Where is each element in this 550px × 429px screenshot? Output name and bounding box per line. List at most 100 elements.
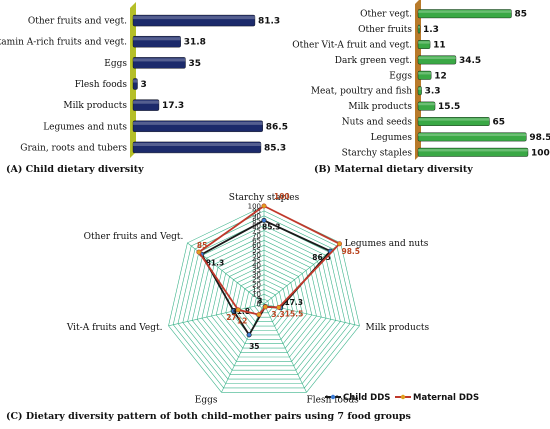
panel-c-radar-chart: 1009590858075706560555045403530252015105… — [66, 192, 430, 405]
radar-value-label: 85 — [197, 241, 207, 250]
maternal-bar — [417, 147, 529, 157]
radar-tick-label: 100 — [248, 203, 261, 211]
radar-value-label: 15.5 — [285, 309, 304, 318]
maternal-bar-highlight — [418, 149, 528, 152]
child-category-label: Milk products — [63, 101, 127, 111]
child-bar — [132, 141, 262, 154]
radar-tick-label: 55 — [252, 247, 261, 255]
radar-tick-label: 90 — [252, 212, 261, 220]
radar-tick-label: 80 — [252, 222, 261, 230]
child-bar-highlight — [133, 58, 186, 62]
radar-value-label: 35 — [249, 342, 259, 351]
panel-a-child-bar-chart: Other fruits and vegt. 81.3 Vitamin A-rich… — [0, 2, 288, 158]
maternal-category-label: Meat, poultry and fish — [311, 87, 412, 97]
radar-grid-ring — [244, 284, 284, 323]
maternal-category-label: Other Vit-A fruit and vegt. — [292, 41, 412, 51]
radar-grid-ring — [187, 225, 341, 375]
maternal-category-label: Eggs — [389, 71, 412, 81]
radar-point — [276, 304, 282, 310]
maternal-value-label: 98.5 — [529, 133, 550, 143]
radar-point — [235, 307, 241, 313]
radar-point — [256, 312, 262, 318]
panel-a-caption: (A) Child dietary diversity — [6, 164, 144, 175]
radar-tick-label: 50 — [252, 252, 261, 260]
maternal-value-label: 85 — [515, 10, 528, 20]
legend-marker — [400, 394, 406, 400]
child-value-label: 31.8 — [184, 38, 206, 48]
radar-tick-label: 65 — [252, 237, 261, 245]
radar-value-label: 100 — [274, 192, 290, 201]
radar-axis-label: Vit-A fruits and Vegt. — [66, 323, 163, 333]
maternal-bar-highlight — [418, 118, 490, 121]
maternal-bar — [417, 86, 422, 96]
maternal-category-label: Legumes — [371, 133, 413, 143]
radar-tick-label: 10 — [252, 291, 261, 299]
child-value-label: 35 — [189, 59, 202, 69]
radar-value-label: 17.3 — [285, 298, 304, 307]
maternal-bar-highlight — [418, 102, 436, 106]
radar-tick-label: 25 — [252, 276, 261, 284]
child-value-label: 85.3 — [264, 143, 286, 153]
child-bar-highlight — [133, 121, 263, 125]
maternal-category-label: Other fruits — [358, 25, 412, 35]
radar-value-label: 3 — [257, 297, 262, 306]
child-bar — [132, 57, 186, 69]
radar-point — [336, 241, 342, 247]
maternal-value-label: 100 — [531, 148, 550, 158]
radar-grid-ring — [234, 274, 294, 331]
radar-grid-ring — [196, 235, 332, 367]
maternal-value-label: 65 — [493, 118, 506, 128]
radar-grid-ring — [182, 220, 346, 380]
child-bar — [132, 36, 181, 48]
child-bar — [132, 99, 160, 111]
radar-grid-ring — [239, 279, 289, 327]
maternal-bar-highlight — [418, 10, 512, 13]
radar-tick-label: 70 — [252, 232, 261, 240]
maternal-bar-highlight — [418, 25, 420, 29]
maternal-bar — [417, 101, 436, 111]
child-bar-highlight — [133, 100, 159, 104]
maternal-value-label: 11 — [433, 41, 446, 51]
radar-tick-label: 75 — [252, 227, 261, 235]
maternal-bar — [417, 132, 527, 142]
child-category-label: Vitamin A-rich fruits and vegt. — [0, 38, 127, 48]
maternal-bar — [417, 70, 432, 80]
radar-tick-label: 40 — [252, 261, 261, 269]
maternal-bar — [417, 9, 512, 19]
child-bar-highlight — [133, 16, 255, 20]
child-bar — [132, 78, 138, 90]
child-bar-highlight — [133, 37, 181, 41]
radar-grid-ring — [220, 259, 308, 345]
radar-axis-label: Legumes and nuts — [345, 239, 429, 249]
child-bar-highlight — [133, 79, 138, 83]
maternal-category-label: Other vegt. — [360, 10, 412, 20]
legend-marker — [330, 394, 336, 400]
radar-series-line — [197, 204, 341, 316]
maternal-category-label: Starchy staples — [342, 148, 413, 158]
radar-spoke — [221, 303, 265, 393]
maternal-bar-highlight — [418, 72, 432, 75]
radar-grid-ring — [249, 288, 279, 318]
child-value-label: 3 — [141, 80, 147, 90]
panel-c-caption: (C) Dietary diversity pattern of both ch… — [6, 411, 411, 422]
maternal-category-label: Milk products — [348, 102, 412, 112]
maternal-value-label: 12 — [434, 71, 447, 81]
maternal-value-label: 34.5 — [459, 56, 481, 66]
radar-value-label: 98.5 — [342, 247, 361, 256]
radar-grid-ring — [225, 264, 303, 340]
radar-tick-label: 30 — [252, 271, 261, 279]
child-category-label: Eggs — [104, 59, 127, 69]
maternal-bar-highlight — [418, 87, 422, 90]
radar-tick-label: 45 — [252, 256, 261, 264]
maternal-bar — [417, 117, 490, 126]
radar-tick-label: 0 — [257, 301, 261, 309]
radar-grid-ring — [254, 293, 274, 314]
radar-axis-label: Starchy staples — [229, 193, 300, 203]
legend-label: Maternal DDS — [413, 393, 479, 403]
radar-axis-label: Flesh foods — [307, 395, 360, 405]
maternal-bar-highlight — [418, 41, 431, 44]
maternal-bar-highlight — [418, 56, 456, 60]
maternal-bar-highlight — [418, 133, 527, 137]
radar-legend: Child DDS Maternal DDS — [325, 393, 479, 403]
